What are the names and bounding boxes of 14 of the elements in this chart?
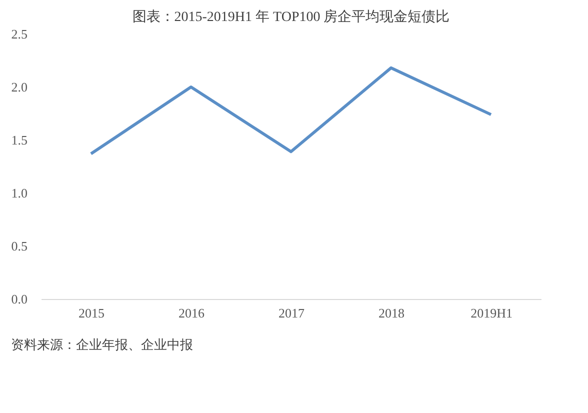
line-series (90, 66, 492, 156)
y-tick-label: 0.0 (11, 292, 28, 306)
x-tick-label: 2018 (378, 306, 404, 320)
x-tick-label: 2017 (278, 306, 305, 320)
y-tick-label: 2.5 (11, 26, 28, 42)
text: 资料来源：企业年报、企业中报 (11, 337, 193, 352)
y-tick-label: 1.0 (11, 186, 28, 200)
y-tick-label: 0.5 (11, 238, 28, 254)
x-tick-label: 2019H1 (470, 306, 512, 320)
x-tick-label: 2015 (78, 306, 104, 320)
chart-title: 图表：2015-2019H1 年 TOP100 房企平均现金短债比 (132, 9, 450, 25)
y-tick-label: 1.5 (11, 132, 28, 148)
x-tick-label: 2016 (178, 306, 205, 320)
y-tick-label: 2.0 (11, 80, 28, 94)
